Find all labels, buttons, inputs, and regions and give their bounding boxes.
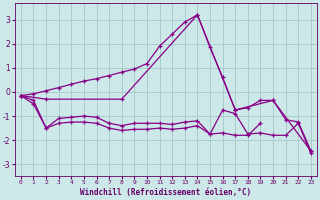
X-axis label: Windchill (Refroidissement éolien,°C): Windchill (Refroidissement éolien,°C) bbox=[80, 188, 252, 197]
